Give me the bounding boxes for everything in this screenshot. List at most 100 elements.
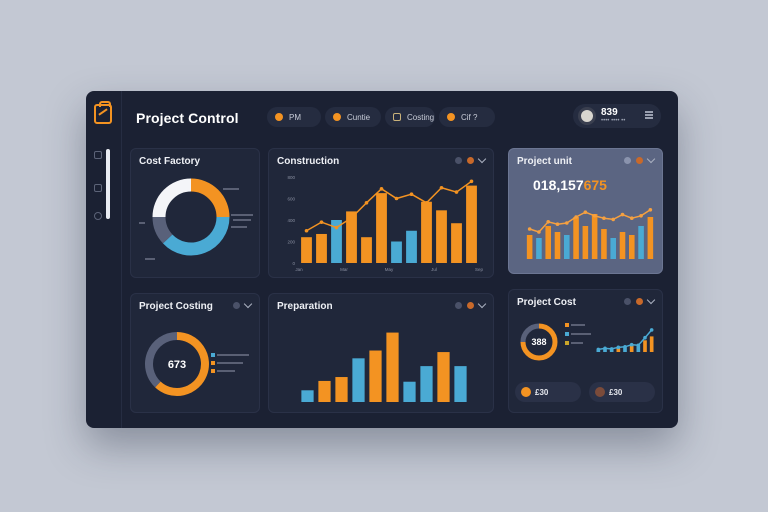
chart-bar	[352, 358, 365, 402]
filter-dot-icon[interactable]	[624, 298, 631, 305]
sidebar-home-icon[interactable]	[94, 151, 102, 159]
trend-point	[439, 185, 444, 190]
menu-icon[interactable]	[645, 114, 653, 116]
tab-pm[interactable]: PM	[267, 107, 321, 127]
chart-bar	[526, 235, 533, 259]
chart-bar	[420, 366, 433, 402]
filter-dot-icon[interactable]	[467, 157, 474, 164]
chart-bar	[376, 193, 387, 263]
project-costing-donut	[145, 332, 209, 396]
preparation-chart	[301, 332, 467, 402]
chart-bar	[335, 377, 348, 402]
cost-chip-left[interactable]: £30	[515, 382, 581, 402]
x-tick-label: Mar	[340, 267, 348, 272]
filter-dot-icon[interactable]	[233, 302, 240, 309]
chart-bar	[629, 235, 635, 259]
chart-bar	[436, 210, 447, 263]
tab-cuntie[interactable]: Cuntie	[325, 107, 381, 127]
card-controls	[624, 154, 656, 164]
tab-dot-icon	[447, 113, 455, 121]
chart-bar	[638, 226, 644, 259]
card-project-costing: Project Costing 673	[130, 293, 260, 413]
trend-point	[555, 222, 560, 226]
toolkit-logo-icon[interactable]	[94, 101, 112, 124]
tab-costing[interactable]: Costing	[385, 107, 435, 127]
trend-point	[394, 196, 399, 201]
filter-dot-icon[interactable]	[455, 302, 462, 309]
trend-point	[609, 347, 614, 351]
chart-bar	[636, 345, 641, 352]
filter-dot-icon[interactable]	[624, 157, 631, 164]
tab-cif[interactable]: Cif ?	[439, 107, 495, 127]
trend-point	[564, 221, 569, 225]
sidebar-settings-icon[interactable]	[94, 212, 102, 220]
tab-dot-icon	[275, 113, 283, 121]
legend-marker	[211, 361, 215, 365]
cost-factory-chart	[139, 178, 253, 260]
chart-bar	[437, 352, 450, 402]
tab-label: Costing	[407, 112, 435, 122]
x-tick-label: May	[385, 267, 394, 272]
tab-label: Cuntie	[347, 112, 371, 122]
trend-point	[349, 216, 354, 220]
donut-slice	[155, 332, 209, 396]
chart-bar	[403, 381, 416, 402]
trend-point	[592, 214, 597, 218]
trend-line	[306, 180, 472, 232]
project-cost-donut	[520, 323, 558, 361]
card-project-cost: Project Cost 388 £30 £30	[508, 289, 663, 413]
trend-point	[636, 343, 641, 348]
cost-factory-donut	[152, 178, 230, 256]
card-controls	[455, 154, 487, 164]
chip-value: £30	[609, 387, 623, 397]
card-controls	[624, 295, 656, 305]
chart-bar	[616, 346, 621, 352]
donut-slice	[152, 216, 173, 244]
x-tick-label: Jul	[431, 267, 437, 272]
card-project-unit: Project unit 018,157675	[508, 148, 663, 274]
trend-point	[643, 335, 647, 340]
sidebar-scroll-indicator[interactable]	[106, 149, 110, 219]
user-count: 839	[601, 107, 618, 118]
card-construction: Construction 0 200 400 600 800 Jan Mar May Jul Se…	[268, 148, 494, 278]
user-badge[interactable]: 839 •••• •••• ••	[573, 104, 661, 128]
chart-bar	[582, 226, 589, 259]
y-tick-label: 400	[287, 218, 295, 223]
chart-bar	[318, 380, 331, 402]
chart-bar	[331, 220, 342, 263]
filter-dot-icon[interactable]	[455, 157, 462, 164]
tab-label: PM	[289, 112, 301, 122]
trend-point	[574, 215, 578, 219]
card-cost-factory: Cost Factory	[130, 148, 260, 278]
filter-dot-icon[interactable]	[467, 302, 474, 309]
card-title: Cost Factory	[139, 156, 201, 167]
card-controls	[455, 299, 487, 309]
chart-bar	[623, 347, 627, 352]
trend-point	[527, 227, 532, 231]
chart-bar	[391, 241, 402, 263]
filter-dot-icon[interactable]	[636, 298, 643, 305]
chart-bar	[369, 350, 382, 402]
user-subtitle: •••• •••• ••	[601, 118, 626, 124]
page-title: Project Control	[136, 110, 239, 126]
chart-bar	[573, 217, 579, 259]
donut-slice	[520, 323, 540, 343]
chip-value: £30	[535, 387, 549, 397]
cost-chip-right[interactable]: £30	[589, 382, 655, 402]
donut-slice	[190, 178, 230, 218]
sidebar-chart-icon[interactable]	[94, 184, 102, 192]
card-title: Project unit	[517, 156, 573, 167]
chart-bar	[554, 232, 561, 259]
legend-marker	[565, 323, 569, 327]
chart-bar	[451, 223, 462, 263]
trend-point	[364, 201, 369, 205]
trend-point	[424, 201, 429, 205]
dashboard-window: Project Control PM Cuntie Costing Cif ? …	[86, 91, 678, 428]
chart-bar	[647, 217, 654, 259]
coin-icon	[521, 387, 531, 397]
filter-dot-icon[interactable]	[636, 157, 643, 164]
y-tick-label: 600	[287, 197, 295, 202]
chart-bar	[421, 201, 432, 263]
trend-point	[454, 190, 459, 194]
avatar[interactable]	[578, 107, 596, 125]
